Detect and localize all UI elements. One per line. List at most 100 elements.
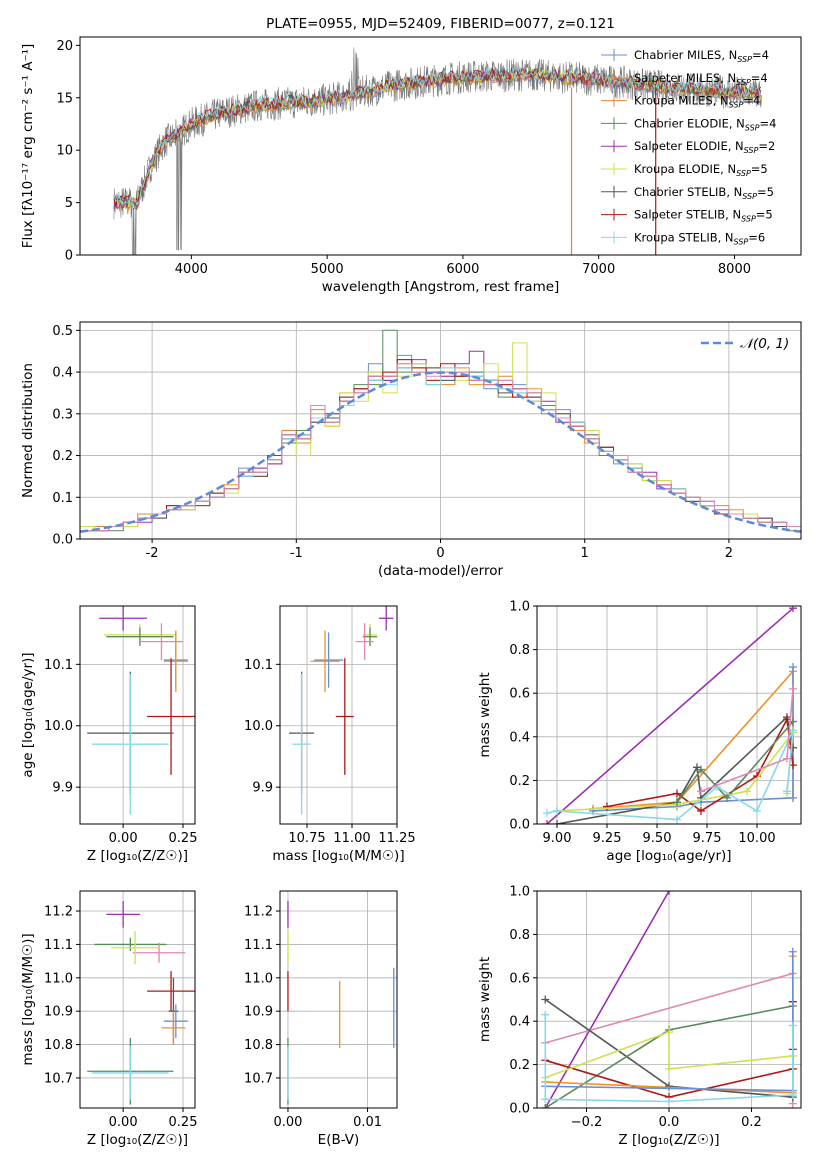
weight-marker — [665, 1064, 673, 1073]
weight-marker — [788, 1021, 797, 1030]
y-tick-label: 0.1 — [52, 491, 73, 506]
y-tick-label: 11.2 — [244, 905, 273, 920]
axes-frame — [79, 890, 196, 1109]
axes-frame — [79, 321, 802, 540]
y-tick-label: 0.2 — [52, 449, 73, 464]
chart-title: PLATE=0955, MJD=52409, FIBERID=0077, z=0… — [266, 16, 615, 32]
y-tick-label: 0 — [65, 249, 73, 264]
weight-marker — [788, 1090, 797, 1099]
axes-frame — [79, 36, 802, 256]
axes-frame — [79, 605, 196, 825]
y-tick-label: 10.7 — [244, 1071, 273, 1086]
weight-marker — [753, 806, 761, 815]
y-tick-label: 9.9 — [52, 781, 73, 796]
x-tick-label: −0.2 — [571, 1115, 603, 1130]
axes-frame — [279, 890, 398, 1109]
weight-marker — [783, 754, 791, 763]
legend-entry: Salpeter ELODIE, NSSP=2 — [634, 139, 775, 155]
legend-entry: Salpeter MILES, NSSP=4 — [634, 71, 768, 87]
axes-frame — [536, 605, 802, 825]
axes-frame — [279, 605, 398, 825]
y-tick-label: 0.0 — [52, 533, 73, 548]
x-tick-label: -2 — [146, 546, 159, 561]
weight-marker — [697, 806, 705, 815]
normal-curve — [80, 371, 801, 533]
weight-marker — [789, 663, 797, 672]
weight-line — [700, 688, 794, 793]
weight-line — [545, 1030, 793, 1079]
legend-entry: Chabrier MILES, NSSP=4 — [634, 48, 769, 64]
y-tick-label: 10.0 — [244, 719, 273, 734]
weight-marker — [723, 793, 731, 802]
x-tick-label: 11.25 — [378, 831, 415, 846]
model-fit-line — [113, 65, 762, 207]
x-axis-label: Z [log₁₀(Z/Z☉)] — [87, 848, 188, 864]
y-tick-label: 11.0 — [44, 971, 73, 986]
y-tick-label: 10.7 — [44, 1071, 73, 1086]
x-axis-label: wavelength [Angstrom, rest frame] — [322, 279, 560, 295]
y-tick-label: 10.9 — [44, 1005, 73, 1020]
errorbar-points — [87, 901, 195, 1105]
weight-marker — [783, 787, 791, 796]
weight-marker — [697, 765, 705, 774]
x-axis-label: age [log₁₀(age/yr)] — [606, 848, 731, 864]
x-tick-label: 0.25 — [169, 831, 198, 846]
x-tick-label: 9.50 — [643, 831, 672, 846]
weight-marker — [673, 789, 681, 798]
y-tick-label: 0.2 — [509, 774, 530, 789]
y-axis-label: mass weight — [477, 957, 493, 1042]
weight-line — [676, 720, 794, 803]
x-tick-label: 5000 — [311, 262, 344, 277]
weight-line — [606, 716, 794, 812]
y-tick-label: 11.2 — [44, 905, 73, 920]
y-tick-label: 10.9 — [244, 1005, 273, 1020]
y-axis-label: mass [log₁₀(M/M☉)] — [20, 933, 36, 1065]
x-tick-label: 10.75 — [288, 831, 325, 846]
weight-marker — [541, 1095, 550, 1104]
x-axis-label: mass [log₁₀(M/M☉)] — [272, 848, 404, 864]
weight-line — [544, 891, 670, 1108]
weight-marker — [541, 1010, 550, 1019]
x-tick-label: 7000 — [582, 262, 615, 277]
weight-marker — [665, 1097, 673, 1106]
y-tick-label: 0.5 — [52, 324, 73, 339]
model-fit-line — [113, 68, 762, 210]
weight-marker — [553, 820, 561, 824]
x-tick-label: 9.25 — [593, 831, 622, 846]
x-tick-label: 0 — [436, 546, 444, 561]
y-tick-label: 1.0 — [509, 885, 530, 900]
x-tick-label: 2 — [725, 546, 733, 561]
x-axis-label: Z [log₁₀(Z/Z☉)] — [87, 1132, 188, 1148]
y-tick-label: 11.1 — [44, 938, 73, 953]
x-tick-label: -1 — [290, 546, 303, 561]
weight-marker — [743, 787, 751, 796]
y-axis-label: age [log₁₀(age/yr)] — [20, 652, 36, 777]
weight-marker — [553, 806, 561, 815]
y-tick-label: 0.4 — [509, 1015, 530, 1030]
x-tick-label: 0.0 — [659, 1115, 680, 1130]
weight-lines — [541, 891, 797, 1108]
y-tick-label: 15 — [56, 91, 73, 106]
y-tick-label: 0.4 — [52, 366, 73, 381]
y-tick-label: 0.0 — [509, 1102, 530, 1117]
y-tick-label: 11.1 — [244, 938, 273, 953]
weight-marker — [697, 787, 705, 796]
histogram-series — [80, 329, 801, 539]
y-tick-label: 1.0 — [509, 600, 530, 615]
y-tick-label: 10 — [56, 144, 73, 159]
x-axis-label: Z [log₁₀(Z/Z☉)] — [618, 1132, 719, 1148]
errorbar-points — [287, 901, 395, 1105]
y-tick-label: 0.8 — [509, 928, 530, 943]
x-tick-label: 0.00 — [109, 831, 138, 846]
y-tick-label: 0.4 — [509, 730, 530, 745]
x-tick-label: 10.00 — [738, 831, 775, 846]
weight-lines — [543, 606, 797, 824]
errorbar-points — [87, 606, 195, 815]
weight-marker — [543, 809, 551, 818]
y-tick-label: 0.6 — [509, 971, 530, 986]
weight-marker — [788, 947, 797, 956]
x-tick-label: 6000 — [446, 262, 479, 277]
legend-entry: Kroupa ELODIE, NSSP=5 — [634, 162, 768, 178]
x-tick-label: 0.00 — [273, 1115, 302, 1130]
